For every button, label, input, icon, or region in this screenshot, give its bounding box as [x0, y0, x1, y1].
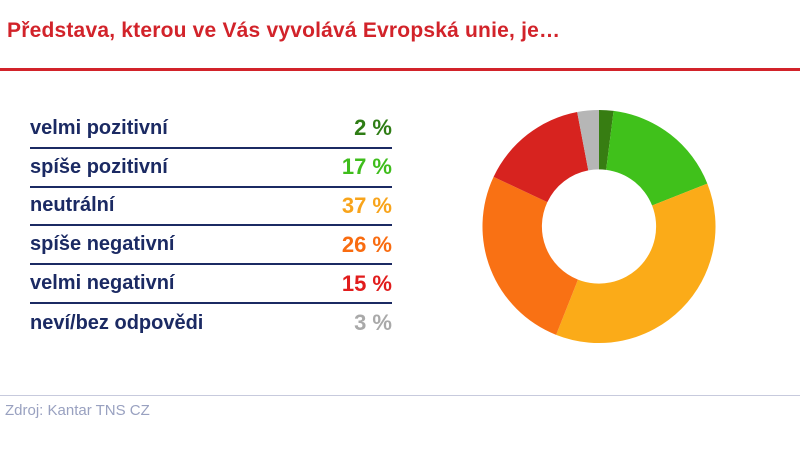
legend-value: 26 % — [341, 231, 392, 257]
legend-table: velmi pozitivní 2 % spíše pozitivní 17 % neu… — [30, 110, 392, 343]
legend-label: velmi pozitivní — [30, 116, 168, 139]
donut-slice — [493, 112, 589, 203]
donut-svg — [482, 109, 716, 344]
legend-row: spíše negativní 26 % — [30, 226, 392, 266]
legend-value: 17 % — [341, 154, 392, 180]
title-divider — [0, 68, 800, 71]
legend-value: 3 % — [354, 310, 392, 336]
donut-chart — [475, 109, 723, 344]
chart-title: Představa, kterou ve Vás vyvolává Evrops… — [7, 19, 561, 42]
donut-slice — [482, 176, 578, 335]
legend-label: neví/bez odpovědi — [30, 311, 204, 334]
legend-label: spíše pozitivní — [30, 155, 168, 178]
donut-slice — [577, 109, 599, 171]
legend-value: 2 % — [354, 115, 392, 141]
donut-slice — [556, 183, 716, 344]
legend-label: velmi negativní — [30, 272, 175, 295]
donut-slice — [599, 109, 614, 170]
legend-row: velmi negativní 15 % — [30, 265, 392, 304]
footer-divider — [0, 395, 800, 396]
legend-row: neutrální 37 % — [30, 188, 392, 227]
donut-slice — [606, 110, 708, 206]
legend-value: 37 % — [341, 192, 392, 218]
legend-row: neví/bez odpovědi 3 % — [30, 304, 392, 343]
legend-value: 15 % — [341, 270, 392, 296]
legend-label: neutrální — [30, 194, 115, 217]
source-credit: Zdroj: Kantar TNS CZ — [5, 402, 150, 419]
legend-label: spíše negativní — [30, 233, 175, 256]
legend-row: velmi pozitivní 2 % — [30, 110, 392, 149]
legend-row: spíše pozitivní 17 % — [30, 149, 392, 188]
